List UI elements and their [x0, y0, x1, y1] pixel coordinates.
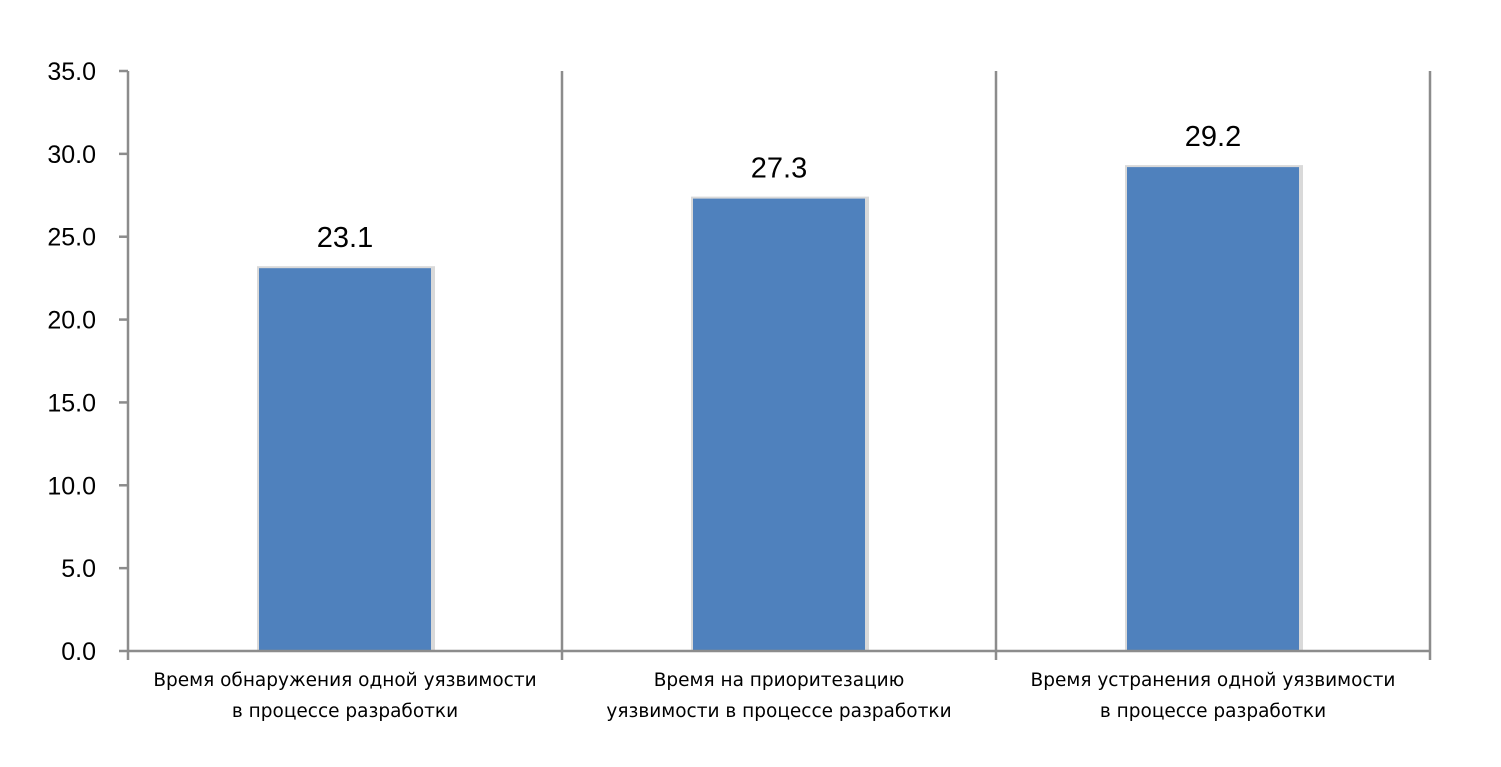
bar	[1127, 167, 1299, 651]
y-tick-label: 10.0	[47, 472, 96, 500]
y-tick-label: 35.0	[47, 58, 96, 86]
y-tick-label: 15.0	[47, 389, 96, 417]
axes	[126, 71, 1432, 660]
category-label: в процессе разработки	[1100, 701, 1326, 722]
y-axis-ticks: 0.0 5.0 10.0 15.0 20.0 25.0 30.0 35.0	[47, 58, 128, 666]
bars	[257, 165, 1303, 651]
y-tick-label: 25.0	[47, 224, 96, 252]
bar	[693, 198, 865, 651]
category-label: уязвимости в процессе разработки	[606, 701, 951, 722]
data-label: 23.1	[317, 222, 373, 254]
y-tick-label: 0.0	[61, 638, 96, 666]
data-label: 27.3	[751, 153, 807, 185]
labels: 23.1 27.3 29.2 Время обнаружения одной уязв…	[153, 121, 1395, 722]
category-label: Время обнаружения одной уязвимости	[153, 670, 536, 691]
data-label: 29.2	[1185, 121, 1241, 153]
y-tick-label: 30.0	[47, 141, 96, 169]
y-tick-label: 20.0	[47, 307, 96, 335]
y-tick-label: 5.0	[61, 555, 96, 583]
category-label: Время на приоритезацию	[654, 670, 905, 691]
category-label: Время устранения одной уязвимости	[1031, 670, 1396, 691]
category-label: в процессе разработки	[232, 701, 458, 722]
bar	[259, 268, 431, 651]
